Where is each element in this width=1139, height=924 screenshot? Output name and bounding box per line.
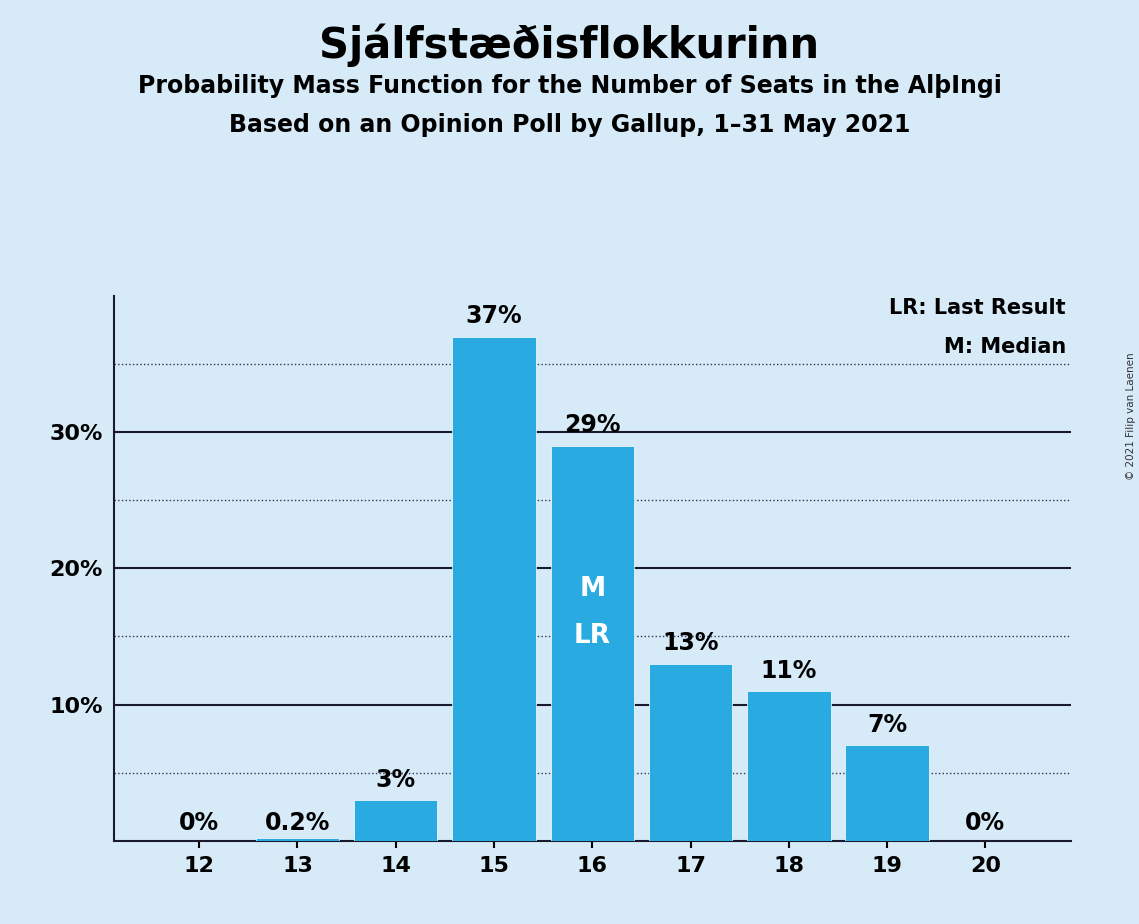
Text: LR: Last Result: LR: Last Result	[890, 298, 1066, 319]
Text: 0%: 0%	[966, 811, 1006, 835]
Text: 7%: 7%	[867, 713, 907, 737]
Text: 37%: 37%	[466, 304, 523, 328]
Text: M: Median: M: Median	[943, 336, 1066, 357]
Bar	[747, 691, 830, 841]
Text: 13%: 13%	[662, 631, 719, 655]
Bar	[845, 746, 929, 841]
Bar	[649, 663, 732, 841]
Text: 0.2%: 0.2%	[264, 811, 330, 835]
Bar	[354, 800, 437, 841]
Text: 29%: 29%	[564, 413, 621, 437]
Text: M: M	[580, 576, 605, 602]
Text: 11%: 11%	[761, 659, 817, 683]
Text: 3%: 3%	[376, 768, 416, 792]
Text: © 2021 Filip van Laenen: © 2021 Filip van Laenen	[1126, 352, 1136, 480]
Bar	[255, 838, 339, 841]
Text: LR: LR	[574, 624, 611, 650]
Text: 0%: 0%	[179, 811, 219, 835]
Bar	[452, 336, 535, 841]
Bar	[550, 445, 634, 841]
Text: Based on an Opinion Poll by Gallup, 1–31 May 2021: Based on an Opinion Poll by Gallup, 1–31…	[229, 113, 910, 137]
Text: Probability Mass Function for the Number of Seats in the AlþIngi: Probability Mass Function for the Number…	[138, 74, 1001, 98]
Text: Sjálfstæðisflokkurinn: Sjálfstæðisflokkurinn	[319, 23, 820, 67]
